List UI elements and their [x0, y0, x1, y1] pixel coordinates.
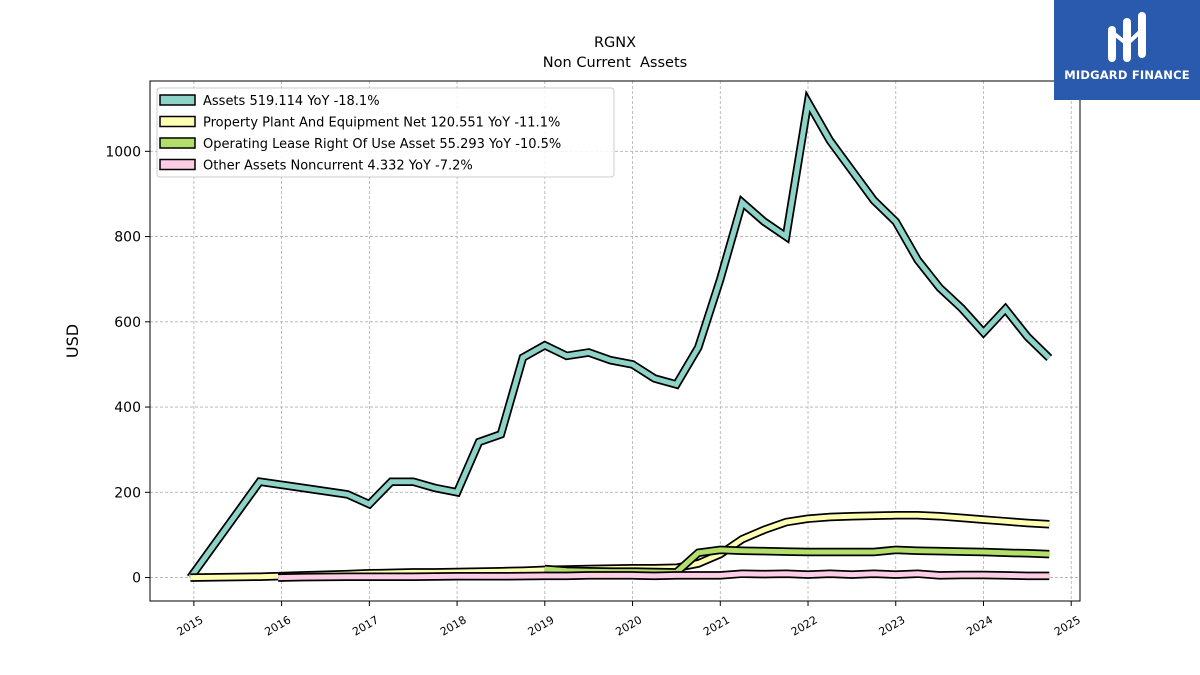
y-tick-label: 400: [114, 400, 141, 416]
legend-label: Other Assets Noncurrent 4.332 YoY -7.2%: [203, 159, 473, 174]
x-tick-label: 2019: [526, 613, 557, 638]
y-axis-label: USD: [63, 324, 82, 358]
series-lines: [186, 89, 1053, 582]
y-tick-label: 1000: [105, 144, 141, 160]
legend-swatch: [159, 115, 196, 128]
series-line-assets: [188, 94, 1052, 580]
legend-swatch: [159, 137, 196, 149]
x-tick-label: 2017: [350, 613, 381, 638]
legend-label: Property Plant And Equipment Net 120.551…: [203, 116, 560, 131]
y-tick-label: 800: [114, 230, 141, 246]
legend-label: Operating Lease Right Of Use Asset 55.29…: [203, 137, 561, 152]
legend-swatch: [159, 158, 196, 171]
logo-mark-icon: [1108, 12, 1146, 62]
x-tick-label: 2022: [789, 613, 820, 638]
x-tick-label: 2023: [877, 613, 908, 638]
y-tick-label: 600: [114, 315, 141, 331]
y-tick-label: 0: [132, 571, 141, 587]
x-tick-label: 2016: [262, 613, 293, 638]
x-tick-label: 2018: [438, 613, 469, 638]
y-axis-ticks: 0 200 400 600 800 1000: [105, 144, 150, 587]
x-tick-label: 2025: [1052, 613, 1083, 638]
logo-text: MIDGARD FINANCE: [1064, 68, 1190, 82]
x-tick-label: 2021: [701, 613, 732, 638]
chart-subtitle: Non Current Assets: [543, 55, 687, 71]
y-tick-label: 200: [114, 485, 141, 501]
legend-label: Assets 519.114 YoY -18.1%: [203, 94, 380, 109]
plot-frame: [149, 80, 1081, 602]
legend: Assets 519.114 YoY -18.1% Property Plant …: [156, 87, 615, 178]
x-tick-label: 2024: [964, 613, 995, 638]
legend-swatch: [159, 94, 196, 106]
legend-box: [156, 87, 615, 178]
x-axis-ticks: 2015 2016 2017 2018 2019 2020 2021 2022 2023 2024…: [175, 601, 1083, 639]
brand-logo: MIDGARD FINANCE: [1054, 0, 1200, 100]
chart-title: RGNX: [594, 35, 636, 51]
x-tick-label: 2020: [613, 613, 644, 638]
x-tick-label: 2015: [175, 613, 206, 638]
series-line-other-assets-noncurrent: [278, 571, 1050, 581]
